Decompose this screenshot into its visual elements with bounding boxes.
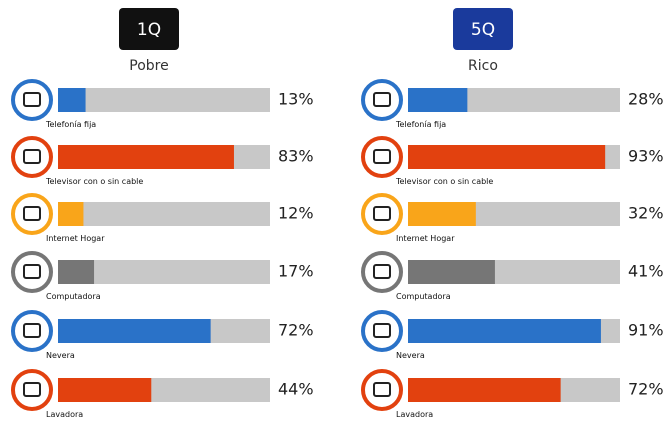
category-label: Telefonía fija [45, 120, 96, 129]
category-label: Lavadora [396, 410, 433, 419]
value-label: 12% [278, 204, 314, 223]
category-label: Telefonía fija [395, 120, 446, 129]
category-label: Internet Hogar [396, 234, 455, 243]
bar [58, 145, 234, 169]
bar [58, 319, 211, 343]
icon-ring [11, 251, 53, 293]
value-label: 83% [278, 147, 314, 166]
value-label: 72% [278, 321, 314, 340]
subtitle: Rico [468, 58, 498, 74]
category-label: Lavadora [46, 410, 83, 419]
bar [58, 260, 95, 284]
bar [408, 319, 601, 343]
value-label: 72% [628, 380, 663, 399]
category-label: Televisor con o sin cable [395, 177, 493, 186]
icon-glyph [23, 92, 41, 107]
category-label: Internet Hogar [46, 234, 105, 243]
icon-glyph [373, 92, 391, 107]
icon-glyph [373, 323, 391, 338]
category-label: Nevera [46, 351, 75, 360]
value-label: 93% [628, 147, 663, 166]
icon-ring [361, 136, 403, 178]
icon-glyph [23, 382, 41, 397]
bar [408, 88, 468, 112]
icon-ring [361, 251, 403, 293]
icon-glyph [23, 264, 41, 279]
icon-glyph [373, 264, 391, 279]
bar [58, 378, 152, 402]
badge-title: 5Q [471, 20, 495, 40]
subtitle: Pobre [129, 58, 168, 74]
icon-glyph [23, 323, 41, 338]
icon-glyph [23, 206, 41, 221]
icon-ring [361, 369, 403, 411]
bar-track [58, 202, 270, 226]
bar [408, 202, 476, 226]
icon-ring [11, 193, 53, 235]
badge [119, 8, 179, 50]
bar [58, 88, 86, 112]
category-label: Computadora [46, 292, 101, 301]
category-label: Computadora [396, 292, 451, 301]
bar [58, 202, 84, 226]
icon-ring [361, 79, 403, 121]
icon-ring [361, 193, 403, 235]
value-label: 41% [628, 262, 663, 281]
bar-track [58, 88, 270, 112]
icon-ring [11, 79, 53, 121]
icon-glyph [373, 149, 391, 164]
value-label: 28% [628, 90, 663, 109]
value-label: 13% [278, 90, 314, 109]
bar [408, 378, 561, 402]
icon-ring [361, 310, 403, 352]
icon-glyph [373, 382, 391, 397]
value-label: 91% [628, 321, 663, 340]
badge [453, 8, 513, 50]
value-label: 32% [628, 204, 663, 223]
icon-ring [11, 310, 53, 352]
icon-glyph [23, 149, 41, 164]
category-label: Nevera [396, 351, 425, 360]
icon-glyph [373, 206, 391, 221]
bar [408, 260, 495, 284]
icon-ring [11, 136, 53, 178]
bar [408, 145, 606, 169]
category-label: Televisor con o sin cable [45, 177, 143, 186]
value-label: 44% [278, 380, 314, 399]
icon-ring [11, 369, 53, 411]
value-label: 17% [278, 262, 314, 281]
badge-title: 1Q [137, 20, 161, 40]
